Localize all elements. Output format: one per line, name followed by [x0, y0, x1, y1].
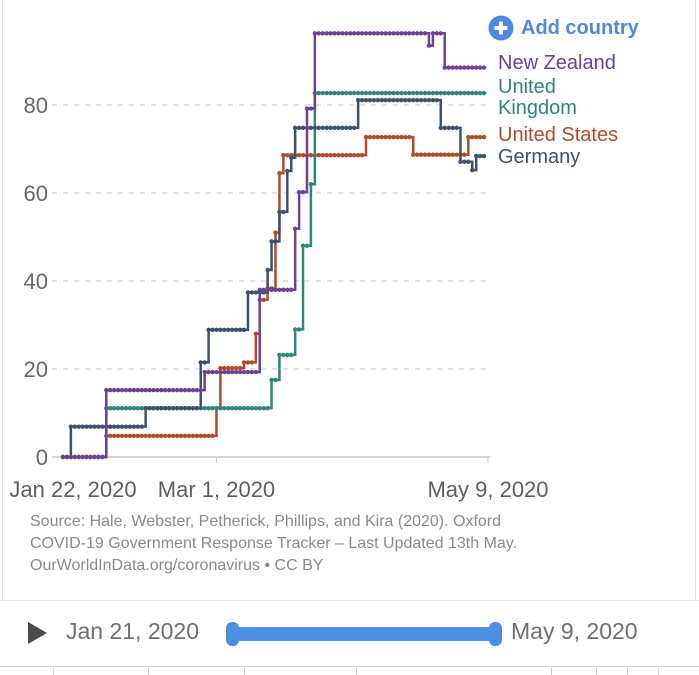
legend-item-new-zealand[interactable]: New Zealand	[498, 53, 616, 74]
legend-label: United States	[498, 124, 619, 146]
table-column-divider	[53, 668, 54, 675]
svg-text:20: 20	[24, 357, 48, 382]
series-germany[interactable]	[60, 97, 487, 460]
legend-item-united-kingdom[interactable]: United Kingdom	[498, 77, 577, 119]
legend-label: United	[498, 76, 556, 98]
source-line: COVID-19 Government Response Tracker – L…	[30, 535, 518, 552]
add-country-label: Add country	[521, 16, 639, 39]
series-united-states[interactable]	[60, 134, 487, 460]
stringency-line-chart[interactable]: 0 20 40 60 80 Jan 22, 2020 Mar 1, 2020 May 9, 2…	[0, 0, 699, 505]
left-border	[2, 0, 3, 675]
series-new-zealand[interactable]	[60, 31, 487, 460]
slider-start-handle[interactable]	[226, 622, 239, 646]
add-country-button[interactable]: Add country	[488, 15, 639, 41]
add-icon	[488, 15, 514, 41]
legend-label: New Zealand	[498, 52, 616, 74]
legend-label: Kingdom	[498, 97, 577, 119]
table-column-divider	[551, 668, 552, 675]
svg-text:80: 80	[24, 93, 48, 118]
source-line: Source: Hale, Webster, Petherick, Philli…	[30, 513, 502, 530]
legend-item-germany[interactable]: Germany	[498, 147, 580, 168]
chart-axes: 0 20 40 60 80 Jan 22, 2020 Mar 1, 2020 May 9, 2…	[9, 93, 548, 502]
svg-text:40: 40	[24, 269, 48, 294]
bottom-table-edge	[0, 666, 699, 675]
timeline-slider-track[interactable]	[226, 622, 502, 646]
legend-item-united-states[interactable]: United States	[498, 125, 618, 146]
right-border	[695, 0, 696, 675]
play-icon	[28, 622, 47, 644]
legend-label: Germany	[498, 146, 581, 168]
play-button[interactable]	[28, 621, 52, 645]
source-line: OurWorldInData.org/coronavirus • CC BY	[30, 557, 324, 574]
series-united-kingdom[interactable]	[60, 90, 487, 460]
table-column-divider	[658, 668, 659, 675]
svg-text:Mar 1, 2020: Mar 1, 2020	[158, 477, 275, 502]
svg-text:60: 60	[24, 181, 48, 206]
svg-text:Jan 22, 2020: Jan 22, 2020	[9, 477, 136, 502]
source-attribution: Source: Hale, Webster, Petherick, Philli…	[30, 511, 517, 577]
table-column-divider	[244, 668, 245, 675]
table-column-divider	[627, 668, 628, 675]
table-column-divider	[356, 668, 357, 675]
timeline-control: Jan 21, 2020 May 9, 2020	[0, 600, 699, 667]
timeline-start-date: Jan 21, 2020	[66, 618, 200, 644]
table-column-divider	[596, 668, 597, 675]
timeline-end-date: May 9, 2020	[511, 618, 638, 644]
svg-text:0: 0	[36, 445, 48, 470]
svg-text:May 9, 2020: May 9, 2020	[427, 477, 548, 502]
slider-end-handle[interactable]	[489, 622, 502, 646]
table-column-divider	[148, 668, 149, 675]
